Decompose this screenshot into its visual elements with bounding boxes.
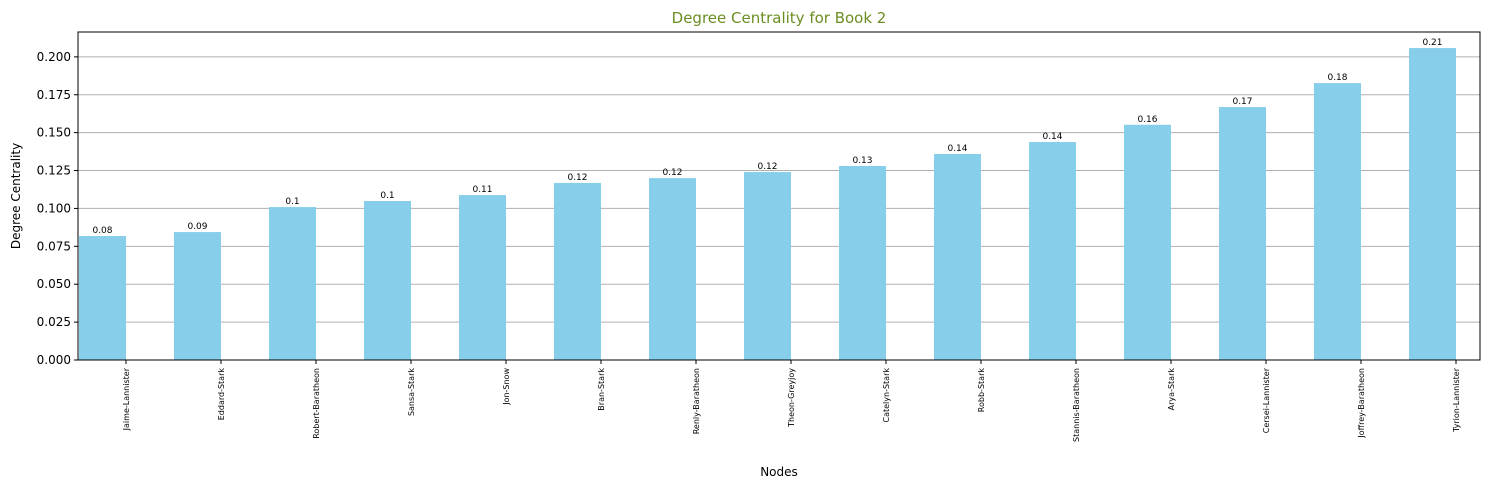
bar <box>1124 124 1171 360</box>
y-tick-label: 0.025 <box>37 315 71 329</box>
value-label: 0.1 <box>380 191 394 201</box>
value-label: 0.13 <box>852 156 872 166</box>
bar <box>554 182 601 360</box>
bar <box>1029 142 1076 360</box>
x-tick-label: Robb-Stark <box>977 368 986 413</box>
x-tick-label: Eddard-Stark <box>217 368 226 421</box>
value-label: 0.14 <box>947 144 967 154</box>
y-tick-label: 0.125 <box>37 164 71 178</box>
value-label: 0.14 <box>1042 132 1062 142</box>
y-axis-label: Degree Centrality <box>9 143 23 249</box>
x-tick-label: Stannis-Baratheon <box>1072 368 1081 442</box>
x-tick-label: Arya-Stark <box>1167 368 1176 411</box>
value-label: 0.21 <box>1422 38 1442 48</box>
y-tick-label: 0.000 <box>37 353 71 367</box>
x-tick-label: Bran-Stark <box>597 368 606 411</box>
bar <box>649 178 696 360</box>
x-tick-label: Theon-Greyjoy <box>787 368 796 428</box>
bar <box>934 154 981 360</box>
x-tick-label: Catelyn-Stark <box>882 368 891 423</box>
x-tick-label: Renly-Baratheon <box>692 368 701 434</box>
value-label: 0.16 <box>1137 115 1157 125</box>
x-tick-label: Jon-Snow <box>502 368 511 406</box>
bar <box>1409 48 1456 361</box>
value-label: 0.11 <box>472 185 492 195</box>
chart-title: Degree Centrality for Book 2 <box>672 9 887 27</box>
bar <box>174 232 221 360</box>
value-label: 0.12 <box>757 162 777 172</box>
x-tick-label: Joffrey-Baratheon <box>1357 368 1366 439</box>
bar <box>744 172 791 360</box>
bar <box>1314 83 1361 361</box>
x-tick-label: Jaime-Lannister <box>122 367 131 431</box>
value-label: 0.09 <box>187 222 207 232</box>
x-tick-label: Tyrion-Lannister <box>1452 367 1461 433</box>
y-tick-label: 0.075 <box>37 239 71 253</box>
value-label: 0.18 <box>1327 73 1347 83</box>
x-axis-label: Nodes <box>760 465 798 479</box>
bar <box>1219 107 1266 360</box>
x-tick-label: Robert-Baratheon <box>312 368 321 439</box>
y-tick-label: 0.100 <box>37 201 71 215</box>
value-label: 0.12 <box>662 168 682 178</box>
y-tick-label: 0.200 <box>37 50 71 64</box>
plot-frame <box>77 31 1481 361</box>
y-tick-label: 0.175 <box>37 88 71 102</box>
y-tick-label: 0.050 <box>37 277 71 291</box>
x-tick-label: Sansa-Stark <box>407 368 416 416</box>
bar <box>79 236 126 360</box>
bar <box>269 207 316 360</box>
bar <box>839 165 886 360</box>
value-label: 0.12 <box>567 173 587 183</box>
x-tick-label: Cersei-Lannister <box>1262 367 1271 433</box>
bar <box>364 201 411 360</box>
value-label: 0.1 <box>285 197 299 207</box>
bar <box>459 195 506 360</box>
value-label: 0.17 <box>1232 97 1252 107</box>
value-label: 0.08 <box>92 226 112 236</box>
y-tick-label: 0.150 <box>37 126 71 140</box>
